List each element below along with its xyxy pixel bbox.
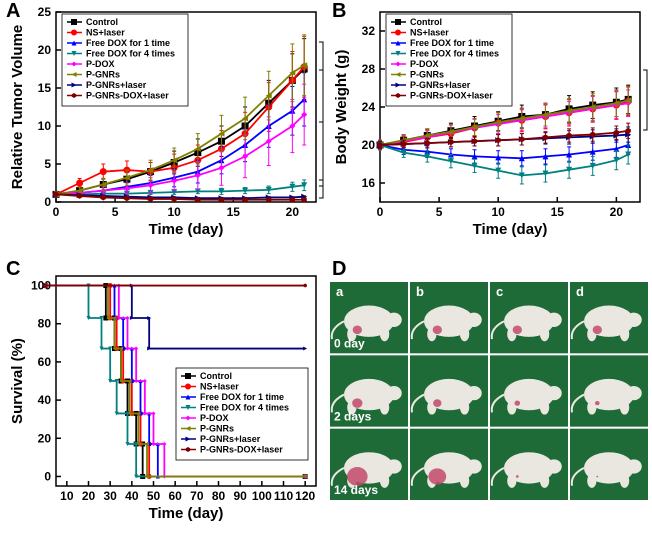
svg-text:Free DOX for 1 time: Free DOX for 1 time	[86, 38, 170, 48]
panel-d: a b c d 0 day 2 days 14 days	[330, 282, 648, 500]
svg-text:Time (day): Time (day)	[473, 221, 548, 238]
svg-text:P-GNRs: P-GNRs	[410, 70, 444, 80]
svg-text:20: 20	[38, 43, 52, 57]
svg-text:Relative Tumor Volume: Relative Tumor Volume	[9, 25, 26, 189]
svg-text:P-GNRs: P-GNRs	[86, 70, 120, 80]
svg-text:Body Weight (g): Body Weight (g)	[333, 50, 350, 165]
svg-text:P-DOX: P-DOX	[200, 413, 229, 423]
svg-text:0: 0	[53, 205, 60, 219]
svg-text:Control: Control	[86, 17, 118, 27]
svg-text:20: 20	[610, 205, 624, 219]
svg-text:Free DOX for 4 times: Free DOX for 4 times	[86, 49, 175, 59]
svg-text:20: 20	[38, 431, 52, 445]
svg-text:NS+laser: NS+laser	[410, 28, 449, 38]
svg-text:10: 10	[60, 489, 74, 503]
svg-text:P-DOX: P-DOX	[410, 59, 439, 69]
svg-text:10: 10	[168, 205, 182, 219]
panel-a: 0 5 10 15 20 0 5 10 15 20 25 Time (day) Relative Tum…	[6, 2, 324, 240]
svg-text:20: 20	[362, 138, 376, 152]
svg-text:70: 70	[190, 489, 204, 503]
svg-text:Free DOX for 1 time: Free DOX for 1 time	[410, 38, 494, 48]
svg-text:20: 20	[286, 205, 300, 219]
panel-d-label: D	[332, 258, 346, 281]
svg-text:Control: Control	[200, 371, 232, 381]
svg-text:120: 120	[295, 489, 315, 503]
svg-text:Control: Control	[410, 17, 442, 27]
svg-text:0: 0	[44, 195, 51, 209]
svg-text:c: c	[496, 284, 503, 299]
svg-text:a: a	[336, 284, 344, 299]
svg-text:10: 10	[38, 119, 52, 133]
svg-text:110: 110	[274, 489, 294, 503]
svg-text:15: 15	[38, 81, 52, 95]
svg-text:b: b	[416, 284, 424, 299]
svg-text:5: 5	[436, 205, 443, 219]
svg-text:5: 5	[112, 205, 119, 219]
svg-text:0: 0	[44, 469, 51, 483]
svg-text:25: 25	[38, 5, 52, 19]
svg-text:50: 50	[147, 489, 161, 503]
svg-text:NS+laser: NS+laser	[86, 28, 125, 38]
svg-text:28: 28	[362, 62, 376, 76]
panel-b: 0 5 10 15 20 16 20 24 28 32 Time (day) Body Weight …	[330, 2, 648, 240]
svg-text:40: 40	[38, 393, 52, 407]
svg-text:Time (day): Time (day)	[149, 505, 224, 522]
svg-text:80: 80	[38, 317, 52, 331]
svg-text:60: 60	[168, 489, 182, 503]
svg-text:0 day: 0 day	[334, 336, 365, 350]
svg-text:15: 15	[551, 205, 565, 219]
svg-text:32: 32	[362, 24, 376, 38]
svg-text:P-GNRs-DOX+laser: P-GNRs-DOX+laser	[200, 445, 283, 455]
svg-text:60: 60	[38, 355, 52, 369]
svg-text:20: 20	[82, 489, 96, 503]
svg-text:40: 40	[125, 489, 139, 503]
svg-text:15: 15	[227, 205, 241, 219]
svg-text:0: 0	[377, 205, 384, 219]
svg-text:NS+laser: NS+laser	[200, 382, 239, 392]
svg-text:Free DOX for 1 time: Free DOX for 1 time	[200, 392, 284, 402]
svg-text:d: d	[576, 284, 584, 299]
svg-text:16: 16	[362, 176, 376, 190]
svg-text:Free DOX for 4 times: Free DOX for 4 times	[200, 403, 289, 413]
svg-text:P-GNRs+laser: P-GNRs+laser	[410, 80, 471, 90]
svg-text:Time (day): Time (day)	[149, 221, 224, 238]
svg-text:P-GNRs-DOX+laser: P-GNRs-DOX+laser	[86, 91, 169, 101]
svg-text:P-GNRs+laser: P-GNRs+laser	[200, 434, 261, 444]
svg-text:P-DOX: P-DOX	[86, 59, 115, 69]
svg-text:Free DOX for 4 times: Free DOX for 4 times	[410, 49, 499, 59]
svg-text:10: 10	[492, 205, 506, 219]
panel-c: 102030405060708090100110120020406080100T…	[6, 262, 324, 530]
svg-text:Survival (%): Survival (%)	[9, 338, 26, 424]
svg-text:100: 100	[252, 489, 272, 503]
svg-text:P-GNRs: P-GNRs	[200, 424, 234, 434]
svg-text:P-GNRs+laser: P-GNRs+laser	[86, 80, 147, 90]
svg-text:30: 30	[103, 489, 117, 503]
svg-text:2 days: 2 days	[334, 410, 372, 424]
svg-text:P-GNRs-DOX+laser: P-GNRs-DOX+laser	[410, 91, 493, 101]
svg-text:90: 90	[233, 489, 247, 503]
svg-text:14 days: 14 days	[334, 483, 378, 497]
svg-text:24: 24	[362, 100, 376, 114]
svg-text:80: 80	[212, 489, 226, 503]
svg-text:5: 5	[44, 157, 51, 171]
